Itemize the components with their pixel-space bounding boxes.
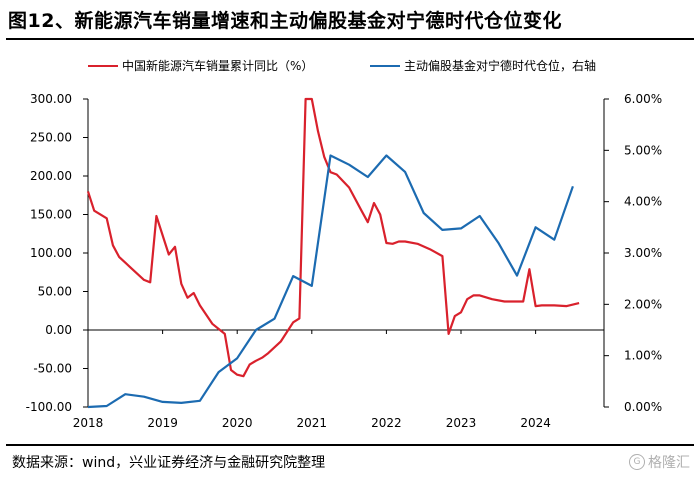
y-right-tick-label: 1.00% bbox=[624, 349, 662, 363]
axes: -100.00 -50.00 0.00 50.00 100.00 150.00 200.00… bbox=[26, 92, 662, 430]
y-left-tick-label: -100.00 bbox=[26, 400, 72, 414]
y-left-tick-label: 200.00 bbox=[30, 169, 72, 183]
y-right-tick-label: 6.00% bbox=[624, 92, 662, 106]
y-left-tick-label: -50.00 bbox=[33, 362, 72, 376]
line-chart: 中国新能源汽车销量累计同比（%） 主动偏股基金对宁德时代仓位，右轴 -100.0… bbox=[26, 58, 662, 430]
x-tick-label: 2022 bbox=[371, 416, 402, 430]
y-right-tick-label: 5.00% bbox=[624, 143, 662, 157]
x-tick-label: 2019 bbox=[147, 416, 178, 430]
y-left-tick-label: 50.00 bbox=[38, 285, 72, 299]
x-tick-label: 2024 bbox=[520, 416, 551, 430]
legend-label-sales: 中国新能源汽车销量累计同比（%） bbox=[122, 58, 313, 73]
y-right-tick-label: 2.00% bbox=[624, 297, 662, 311]
watermark-text: 格隆汇 bbox=[648, 455, 690, 471]
x-tick-label: 2021 bbox=[297, 416, 328, 430]
series-group bbox=[86, 97, 580, 409]
y-left-tick-label: 0.00 bbox=[45, 323, 72, 337]
source-note: 数据来源：wind，兴业证券经济与金融研究院整理 bbox=[12, 455, 326, 471]
footer-rule bbox=[6, 444, 694, 446]
chart-title: 图12、新能源汽车销量增速和主动偏股基金对宁德时代仓位变化 bbox=[8, 10, 562, 32]
legend: 中国新能源汽车销量累计同比（%） 主动偏股基金对宁德时代仓位，右轴 bbox=[88, 58, 596, 73]
x-tick-label: 2023 bbox=[446, 416, 477, 430]
x-tick-label: 2020 bbox=[222, 416, 253, 430]
y-left-tick-label: 100.00 bbox=[30, 246, 72, 260]
y-right-tick-label: 4.00% bbox=[624, 195, 662, 209]
watermark: G 格隆汇 bbox=[629, 452, 690, 472]
y-left-tick-label: 150.00 bbox=[30, 208, 72, 222]
gelonghui-logo-icon: G bbox=[629, 454, 645, 470]
series-line-catl-position bbox=[87, 154, 574, 409]
legend-label-position: 主动偏股基金对宁德时代仓位，右轴 bbox=[404, 58, 596, 73]
x-tick-label: 2018 bbox=[73, 416, 104, 430]
y-left-tick-label: 250.00 bbox=[30, 131, 72, 145]
series-line-sales-yoy bbox=[86, 97, 580, 378]
y-left-tick-label: 300.00 bbox=[30, 92, 72, 106]
y-right-tick-label: 0.00% bbox=[624, 400, 662, 414]
y-right-tick-label: 3.00% bbox=[624, 246, 662, 260]
title-rule bbox=[6, 38, 694, 40]
